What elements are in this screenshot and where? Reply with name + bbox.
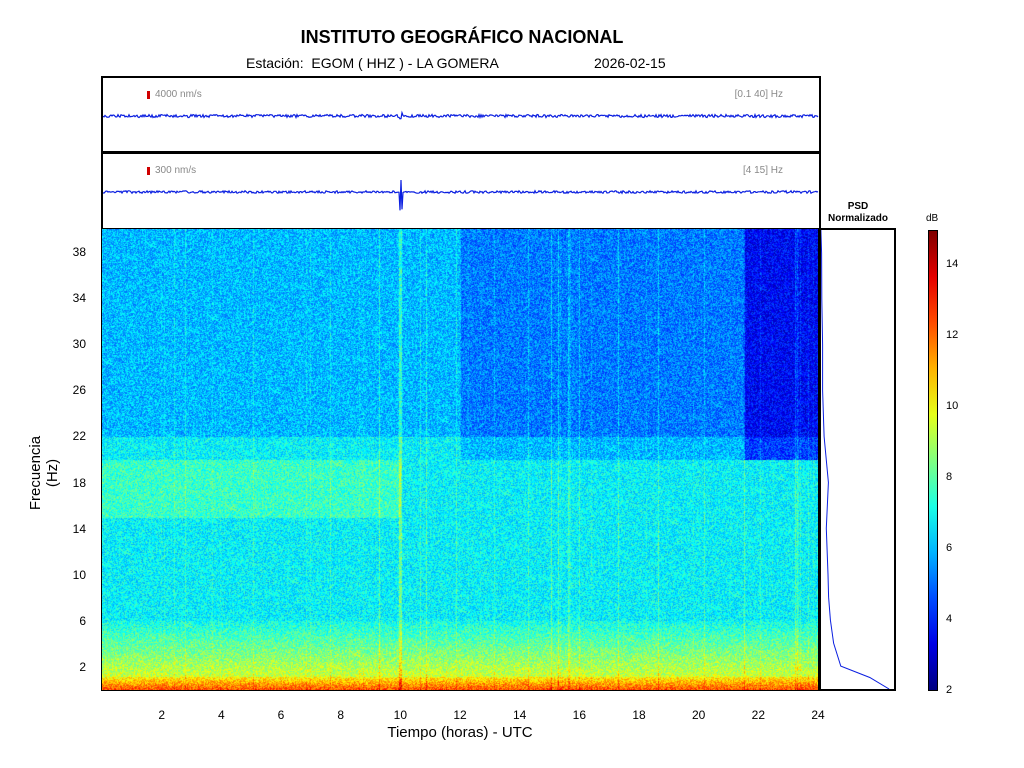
x-tick-label: 2 <box>158 708 165 722</box>
y-tick-label: 22 <box>72 429 86 444</box>
y-tick-label: 14 <box>72 521 86 536</box>
y-axis-label: Frecuencia (Hz) <box>27 435 61 511</box>
x-tick-label: 4 <box>217 708 225 722</box>
colorbar-tick: 4 <box>946 613 953 626</box>
colorbar-tick: 2 <box>946 684 953 696</box>
psd-title: PSD Normalizado <box>818 201 898 225</box>
seismogram-broadband: 4000 nm/s [0.1 40] Hz <box>101 76 821 153</box>
band-label: [0.1 40] Hz <box>734 89 783 100</box>
colorbar <box>928 230 938 691</box>
band-label: [4 15] Hz <box>742 165 783 176</box>
x-tick-label: 12 <box>453 708 467 722</box>
y-tick-label: 30 <box>72 337 86 352</box>
psd-title-line1: PSD <box>847 201 869 212</box>
colorbar-tick: 10 <box>946 400 959 413</box>
x-tick-label: 16 <box>572 708 586 722</box>
colorbar-tick: 6 <box>946 542 953 555</box>
seismogram-broadband-plot <box>103 110 819 120</box>
x-tick-label: 24 <box>811 708 825 722</box>
colorbar-label: dB <box>926 213 939 224</box>
psd-panel <box>819 228 896 691</box>
y-tick-label: 26 <box>72 383 86 398</box>
seismogram-filtered-plot <box>103 179 819 211</box>
x-tick-label: 18 <box>632 708 646 722</box>
x-axis-label: Tiempo (horas) - UTC <box>387 724 533 741</box>
spectrogram-canvas <box>102 229 818 690</box>
x-tick-label: 8 <box>337 708 344 722</box>
x-tick-label: 14 <box>512 708 527 722</box>
x-tick-label: 6 <box>277 708 285 722</box>
scale-label: 4000 nm/s <box>155 89 202 100</box>
seismogram-filtered: 300 nm/s [4 15] Hz <box>101 152 821 231</box>
x-tick-label: 22 <box>751 708 765 722</box>
y-tick-label: 2 <box>79 659 86 674</box>
spectrogram <box>101 228 819 691</box>
scale-marker <box>147 167 150 175</box>
y-tick-label: 10 <box>72 567 86 582</box>
page-title: INSTITUTO GEOGRÁFICO NACIONAL <box>300 27 624 47</box>
date-label: 2026-02-15 <box>594 55 666 71</box>
x-tick-label: 10 <box>393 708 407 722</box>
y-tick-label: 38 <box>72 245 86 260</box>
y-tick-label: 6 <box>79 613 86 628</box>
x-tick-label: 20 <box>691 708 706 722</box>
colorbar-tick: 12 <box>946 329 959 342</box>
station-label: Estación: EGOM ( HHZ ) - LA GOMERA <box>246 55 499 71</box>
psd-title-line2: Normalizado <box>827 213 888 224</box>
scale-label: 300 nm/s <box>155 165 197 176</box>
colorbar-tick: 14 <box>946 258 959 271</box>
y-tick-label: 18 <box>72 475 86 490</box>
colorbar-tick: 8 <box>946 471 953 484</box>
scale-marker <box>147 91 150 99</box>
psd-plot <box>820 229 890 690</box>
y-tick-label: 34 <box>72 291 86 306</box>
